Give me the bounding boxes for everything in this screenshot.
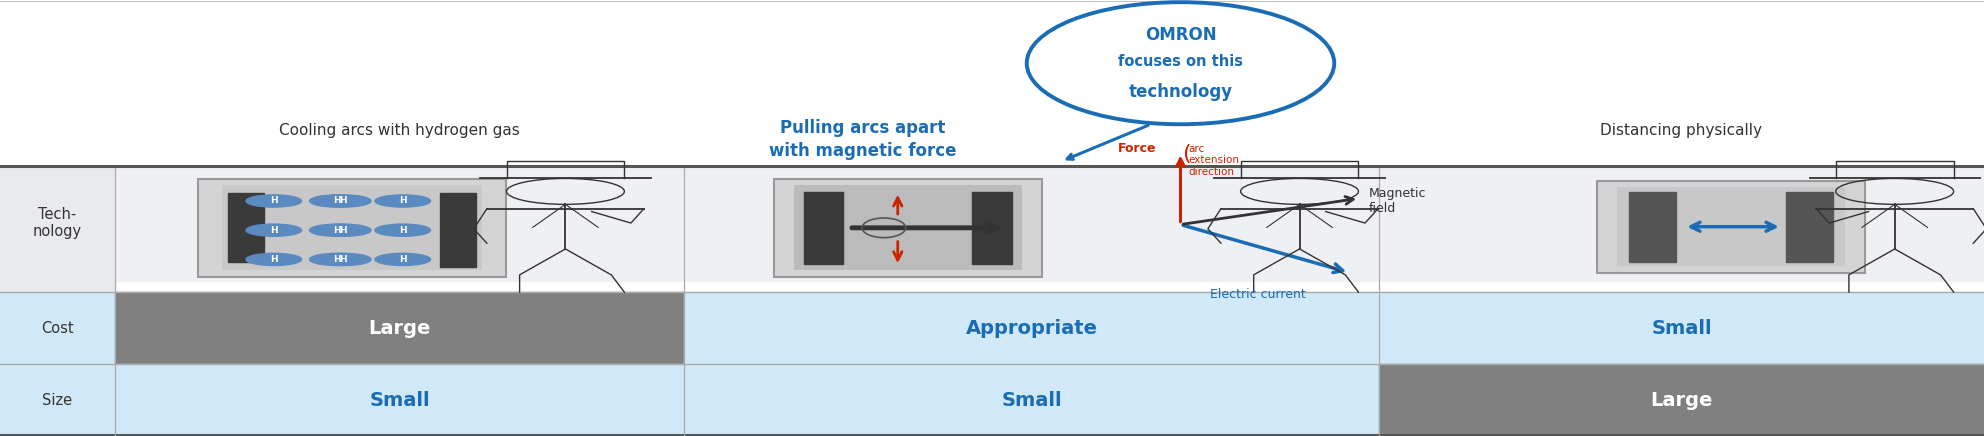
- Bar: [1597, 181, 1865, 272]
- Text: Force: Force: [1119, 142, 1157, 155]
- Bar: [1617, 187, 1845, 266]
- Bar: [198, 179, 506, 277]
- Circle shape: [315, 224, 371, 236]
- Text: Distancing physically: Distancing physically: [1601, 123, 1762, 138]
- Bar: [794, 185, 1022, 270]
- Text: H: H: [399, 255, 407, 264]
- Bar: [0, 0, 1984, 166]
- Text: Size: Size: [42, 392, 73, 408]
- Bar: [115, 166, 1984, 281]
- Bar: [0, 292, 115, 364]
- Circle shape: [246, 195, 302, 207]
- Bar: [222, 185, 482, 270]
- Text: arc
extension
direction: arc extension direction: [1188, 144, 1240, 177]
- Text: H: H: [270, 226, 278, 235]
- Text: Small: Small: [1002, 391, 1061, 409]
- Bar: [804, 192, 843, 264]
- Bar: [1629, 192, 1676, 262]
- Bar: [774, 179, 1042, 277]
- Text: H: H: [339, 226, 347, 235]
- Bar: [972, 192, 1012, 264]
- Text: Cooling arcs with hydrogen gas: Cooling arcs with hydrogen gas: [280, 123, 520, 138]
- Text: Magnetic
field: Magnetic field: [1369, 187, 1426, 215]
- Text: OMRON: OMRON: [1145, 26, 1216, 44]
- Bar: [115, 292, 684, 364]
- Text: Pulling arcs apart
with magnetic force: Pulling arcs apart with magnetic force: [770, 119, 956, 160]
- Bar: [1786, 192, 1833, 262]
- Bar: [440, 194, 476, 266]
- Circle shape: [310, 224, 365, 236]
- Text: Appropriate: Appropriate: [966, 319, 1097, 337]
- Text: Tech-
nology: Tech- nology: [34, 207, 81, 239]
- Circle shape: [375, 224, 431, 236]
- Bar: [684, 292, 1984, 364]
- Text: H: H: [339, 197, 347, 205]
- Text: H: H: [270, 197, 278, 205]
- Bar: [0, 364, 115, 436]
- Circle shape: [315, 195, 371, 207]
- Text: Large: Large: [1651, 391, 1712, 409]
- Text: H: H: [333, 226, 341, 235]
- Text: focuses on this: focuses on this: [1117, 54, 1244, 68]
- Text: H: H: [339, 255, 347, 264]
- Circle shape: [315, 253, 371, 266]
- Text: H: H: [399, 197, 407, 205]
- Text: Small: Small: [1651, 319, 1712, 337]
- Text: Small: Small: [369, 391, 431, 409]
- Circle shape: [310, 253, 365, 266]
- Text: Cost: Cost: [42, 320, 73, 336]
- Ellipse shape: [1028, 2, 1333, 124]
- Circle shape: [310, 195, 365, 207]
- Text: H: H: [333, 197, 341, 205]
- Text: Large: Large: [369, 319, 431, 337]
- Circle shape: [246, 253, 302, 266]
- Bar: [228, 194, 264, 262]
- Bar: [0, 166, 115, 364]
- Circle shape: [375, 195, 431, 207]
- Text: (: (: [1182, 144, 1190, 164]
- Bar: [1379, 364, 1984, 436]
- Text: Electric current: Electric current: [1210, 288, 1305, 301]
- Circle shape: [246, 224, 302, 236]
- Circle shape: [375, 253, 431, 266]
- Text: H: H: [270, 255, 278, 264]
- Bar: [115, 364, 1379, 436]
- Text: H: H: [399, 226, 407, 235]
- Text: H: H: [333, 255, 341, 264]
- Text: technology: technology: [1129, 82, 1232, 101]
